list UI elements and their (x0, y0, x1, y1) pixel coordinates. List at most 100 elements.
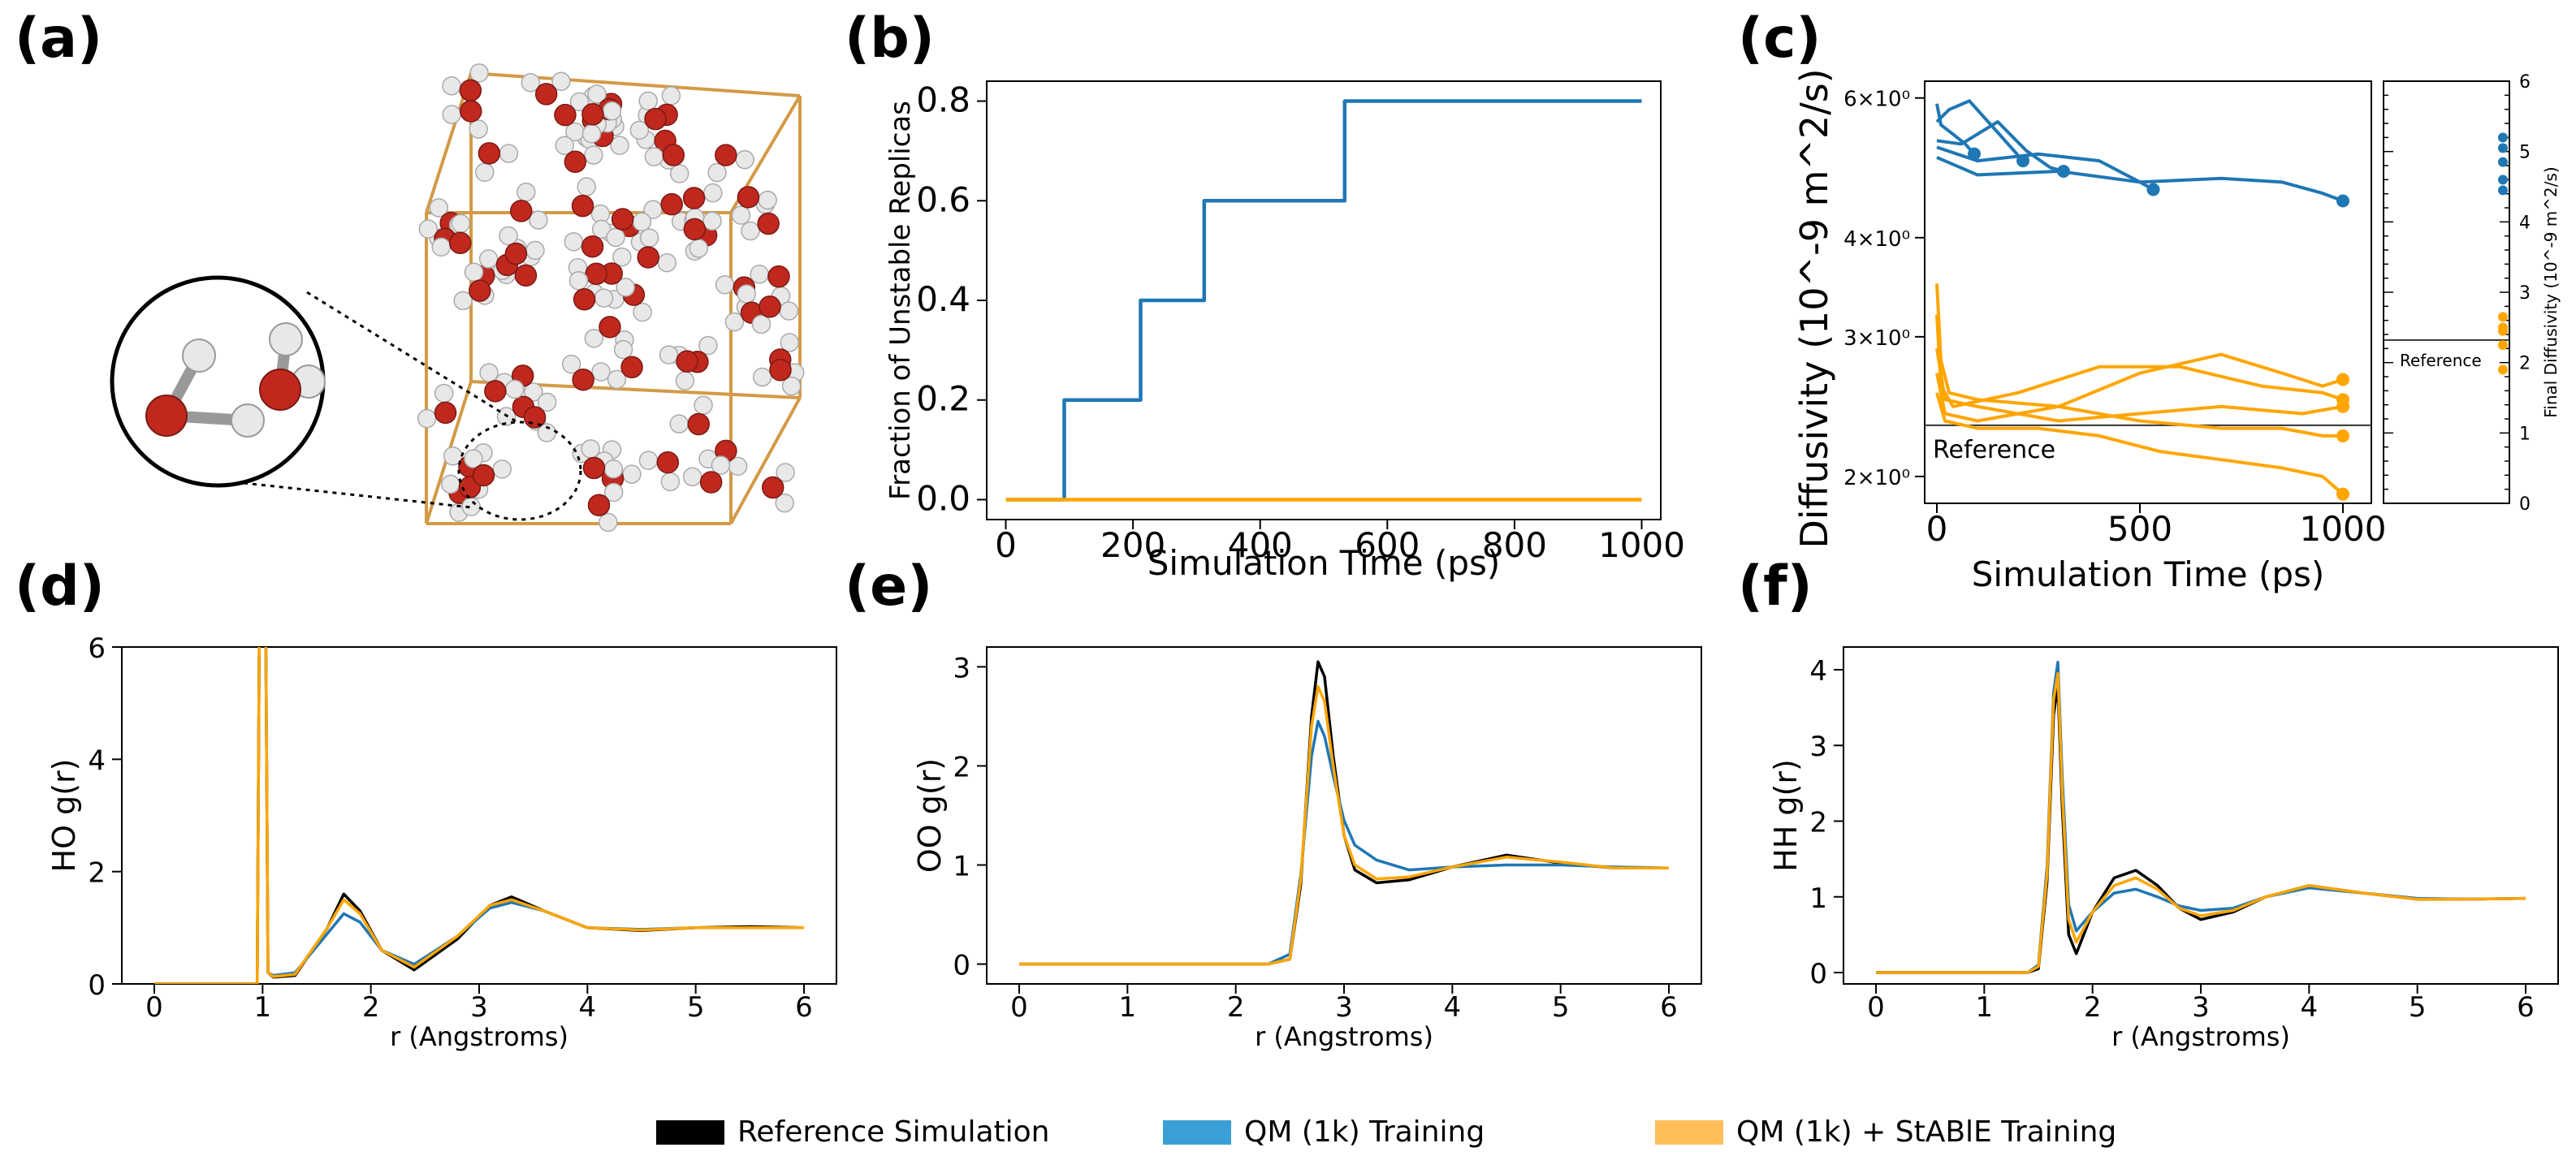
y-tick-label: 1 (953, 851, 970, 883)
hydrogen-atom (451, 214, 470, 234)
oxygen-atom (769, 359, 792, 382)
hydrogen-atom (724, 312, 745, 332)
legend-swatch-reference (656, 1120, 724, 1145)
panel-label-b: (b) (845, 6, 935, 71)
x-tick-label: 3 (2192, 991, 2210, 1024)
hydrogen-atom (629, 120, 650, 140)
side-reference-label: Reference (2400, 351, 2482, 370)
y-axis-label: HO g(r) (46, 759, 82, 873)
final-point (2336, 399, 2349, 413)
x-tick-label: 4 (579, 991, 597, 1024)
y-tick-label: 0.2 (916, 379, 970, 419)
y-tick-label: 4×10⁰ (1843, 227, 1910, 252)
hydrogen-atom (584, 328, 604, 348)
plot-frame (1924, 80, 2372, 504)
hydrogen-atom (737, 284, 757, 304)
diffusivity-line (1935, 347, 2344, 423)
x-axis-label: r (Angstroms) (390, 1021, 568, 1052)
hydrogen-atom (682, 467, 702, 487)
legend-swatch-stable (1655, 1120, 1723, 1145)
hydrogen-atom (581, 439, 601, 459)
plot-frame (121, 646, 837, 985)
hydrogen-atom (524, 382, 543, 402)
diffusivity-line (1935, 373, 2343, 438)
oxygen-atom (572, 368, 594, 391)
hydrogen-atom (610, 136, 629, 155)
hydrogen-atom (461, 497, 481, 516)
inset-hydrogen (182, 339, 216, 373)
hydrogen-atom (752, 367, 772, 387)
panel-label-a: (a) (15, 6, 102, 71)
rdf-line (154, 647, 804, 984)
hydrogen-atom (581, 123, 602, 144)
oxygen-atom (571, 194, 594, 218)
inset-oxygen (259, 369, 301, 411)
rdf-line (1019, 719, 1670, 966)
x-tick-label: 1000 (1598, 525, 1685, 565)
side-y-tick-label: 6 (2519, 72, 2531, 93)
rdf-line (154, 647, 804, 984)
hydrogen-atom (669, 164, 689, 183)
legend: Reference Simulation QM (1k) Training QM… (656, 1115, 2116, 1149)
y-tick-label: 3 (1809, 731, 1827, 763)
hydrogen-atom (442, 76, 461, 96)
hydrogen-atom (591, 219, 612, 239)
reference-label: Reference (1933, 436, 2055, 464)
y-tick-label: 4 (1809, 655, 1827, 688)
y-tick-label: 0 (1809, 958, 1827, 990)
x-tick-label: 2 (1227, 991, 1245, 1024)
y-tick-label: 0.8 (916, 80, 970, 120)
x-tick-label: 5 (1552, 991, 1570, 1024)
x-tick-label: 0 (145, 991, 163, 1024)
hydrogen-atom (521, 73, 541, 93)
legend-label-qm: QM (1k) Training (1244, 1115, 1485, 1149)
x-tick-label: 2 (362, 991, 380, 1024)
x-tick-label: 200 (1100, 525, 1165, 565)
hydrogen-atom (741, 221, 760, 241)
hydrogen-atom (492, 459, 512, 479)
hydrogen-atom (603, 482, 624, 503)
rdf-line (1876, 683, 2526, 974)
x-tick-label: 5 (2409, 991, 2427, 1024)
hydrogen-atom (555, 136, 574, 155)
x-tick-label: 0 (995, 525, 1017, 565)
hydrogen-atom (698, 335, 718, 356)
oxygen-atom (644, 107, 667, 131)
y-axis-label: Fraction of Unstable Replicas (884, 101, 917, 500)
x-tick-label: 4 (1444, 991, 1462, 1024)
hydrogen-atom (632, 212, 652, 232)
final-point (2336, 373, 2349, 386)
x-tick-label: 5 (687, 991, 705, 1024)
x-tick-label: 400 (1228, 525, 1293, 565)
hydrogen-atom (453, 291, 473, 311)
oxygen-atom (683, 218, 707, 241)
oxygen-atom (662, 144, 685, 166)
y-tick-label: 6 (88, 632, 106, 665)
oxygen-atom (564, 150, 587, 174)
panel-label-d: (d) (15, 554, 105, 619)
final-point (2336, 194, 2349, 208)
hydrogen-atom (587, 84, 607, 104)
oxygen-atom (478, 142, 501, 165)
oxygen-atom (484, 380, 507, 403)
oxygen-atom (514, 264, 538, 287)
hydrogen-atom (607, 369, 627, 390)
x-tick-label: 2 (2084, 991, 2102, 1024)
side-final-point (2498, 185, 2508, 196)
hydrogen-atom (537, 392, 557, 412)
oxygen-atom (554, 103, 577, 127)
hydrogen-atom (660, 472, 681, 492)
diffusivity-line (1936, 120, 2064, 173)
hydrogen-atom (613, 339, 633, 360)
plot-frame (986, 80, 1662, 520)
oxygen-atom (504, 242, 528, 265)
y-tick-label: 6×10⁰ (1843, 88, 1910, 112)
side-final-point (2498, 132, 2508, 143)
hydrogen-atom (644, 147, 664, 166)
hydrogen-atom (669, 414, 689, 434)
diffusivity-line (1935, 392, 2345, 496)
qm-unstable-line (1005, 99, 1642, 502)
hydrogen-atom (602, 101, 622, 121)
rdf-line (1019, 660, 1669, 966)
